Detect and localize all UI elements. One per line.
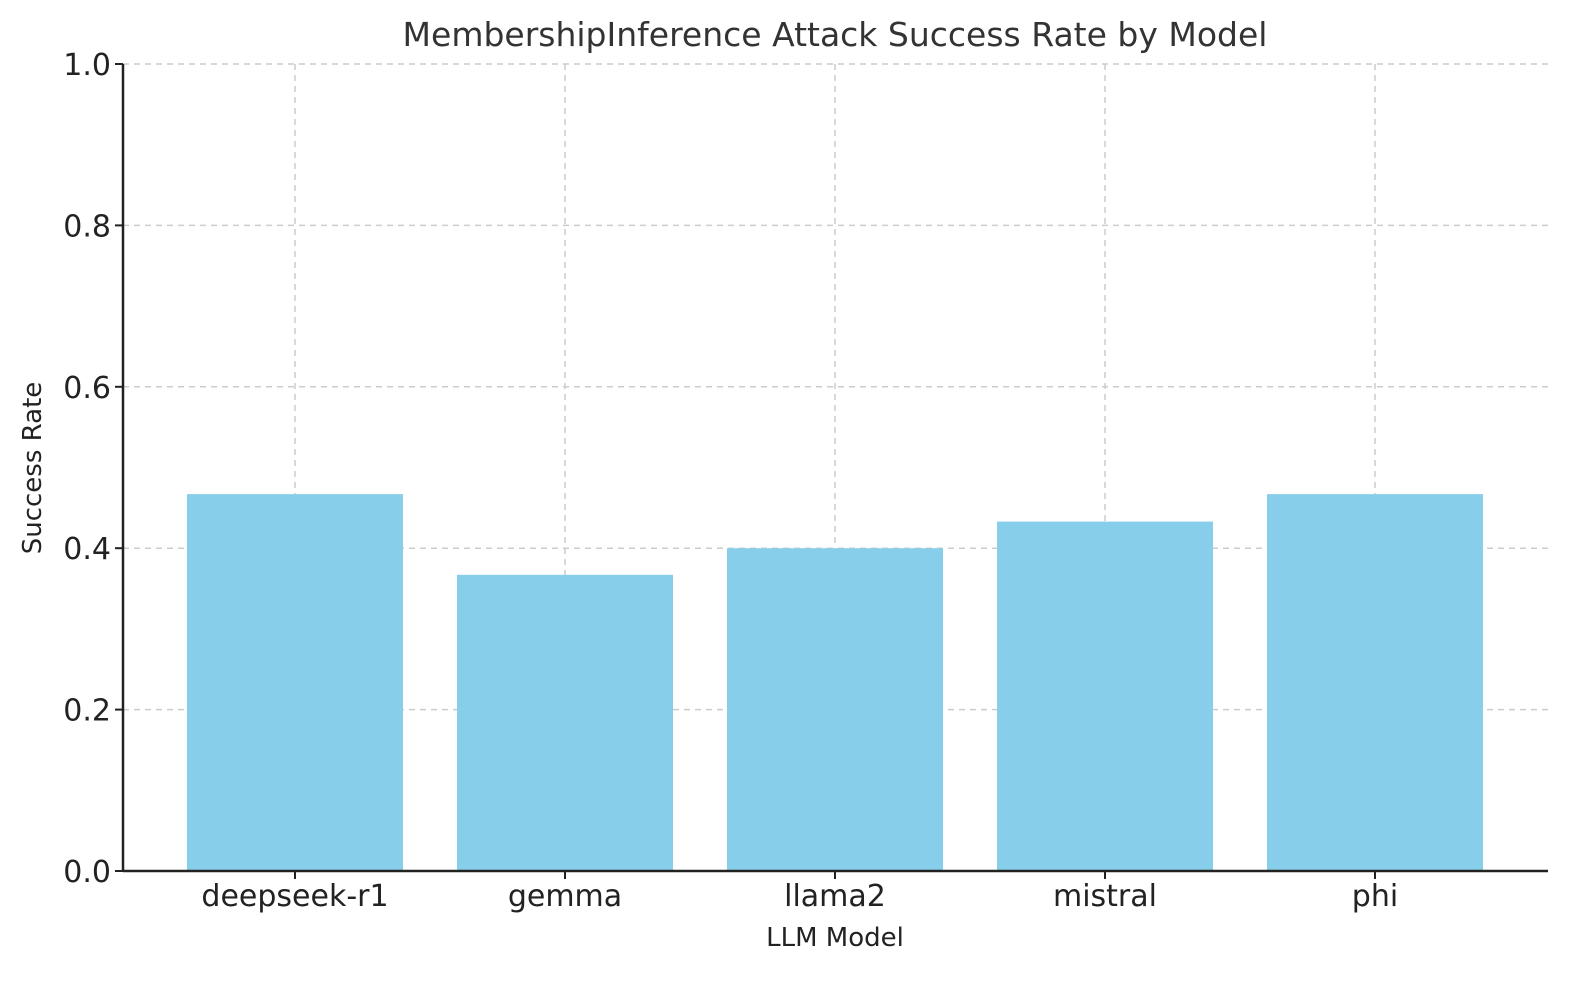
bar-phi xyxy=(1267,494,1483,871)
x-tick-label: phi xyxy=(1352,879,1398,914)
y-tick-label: 0.6 xyxy=(63,371,111,406)
bar-llama2 xyxy=(727,548,943,871)
x-tick-label: mistral xyxy=(1053,879,1157,914)
y-tick-label: 0.8 xyxy=(63,209,111,244)
chart-title: MembershipInference Attack Success Rate … xyxy=(403,15,1268,54)
x-tick-label: gemma xyxy=(508,879,622,914)
bar-gemma xyxy=(457,574,673,871)
bars xyxy=(187,494,1483,871)
x-tick-label: deepseek-r1 xyxy=(201,879,388,914)
y-tick-label: 0.4 xyxy=(63,532,111,567)
y-axis-label: Success Rate xyxy=(18,382,48,555)
x-tick-label: llama2 xyxy=(784,879,886,914)
bar-deepseek-r1 xyxy=(187,494,403,871)
ticks: 0.0 0.2 0.4 0.6 0.8 1.0 deepseek-r1 gemma llama2… xyxy=(63,48,1398,914)
y-tick-label: 0.2 xyxy=(63,694,111,729)
y-tick-label: 1.0 xyxy=(63,48,111,83)
y-tick-label: 0.0 xyxy=(63,855,111,890)
x-axis-label: LLM Model xyxy=(766,923,904,953)
bar-mistral xyxy=(997,521,1213,871)
